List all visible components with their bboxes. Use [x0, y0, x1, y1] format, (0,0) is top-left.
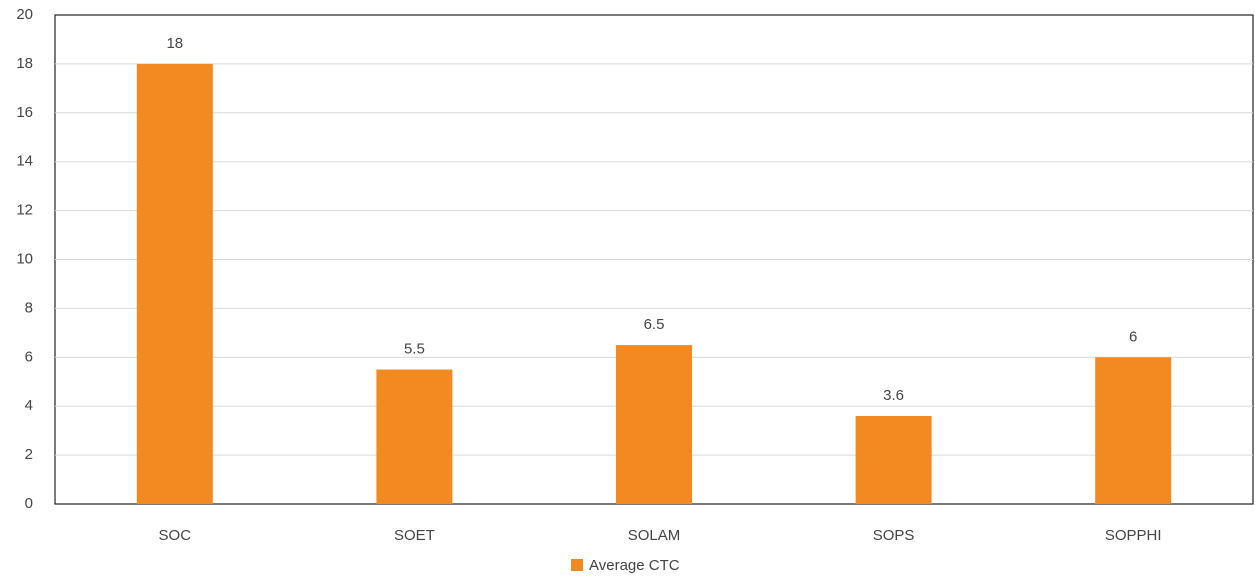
y-tick-label: 12 [16, 202, 33, 219]
x-tick-label: SOLAM [628, 527, 681, 544]
legend-label: Average CTC [589, 557, 680, 574]
y-tick-label: 0 [25, 495, 33, 512]
bar [136, 63, 213, 505]
y-tick-label: 10 [16, 250, 33, 267]
y-tick-label: 14 [16, 153, 33, 170]
data-label: 3.6 [883, 387, 904, 404]
data-label: 5.5 [404, 340, 425, 357]
x-tick-label: SOET [394, 527, 435, 544]
bar [616, 345, 692, 504]
y-tick-label: 6 [25, 348, 33, 365]
y-tick-label: 2 [25, 446, 33, 463]
x-tick-label: SOPPHI [1105, 527, 1162, 544]
x-tick-label: SOC [159, 527, 192, 544]
data-label: 18 [166, 35, 183, 52]
legend-swatch [571, 559, 583, 571]
y-tick-label: 4 [25, 397, 33, 414]
x-tick-label: SOPS [873, 527, 915, 544]
data-label: 6.5 [644, 316, 665, 333]
y-tick-label: 20 [16, 6, 33, 23]
y-tick-label: 18 [16, 55, 33, 72]
y-tick-label: 8 [25, 299, 33, 316]
bar [376, 369, 453, 504]
bar [1095, 357, 1172, 504]
data-label: 6 [1129, 328, 1137, 345]
bar [855, 415, 932, 504]
y-tick-label: 16 [16, 104, 33, 121]
